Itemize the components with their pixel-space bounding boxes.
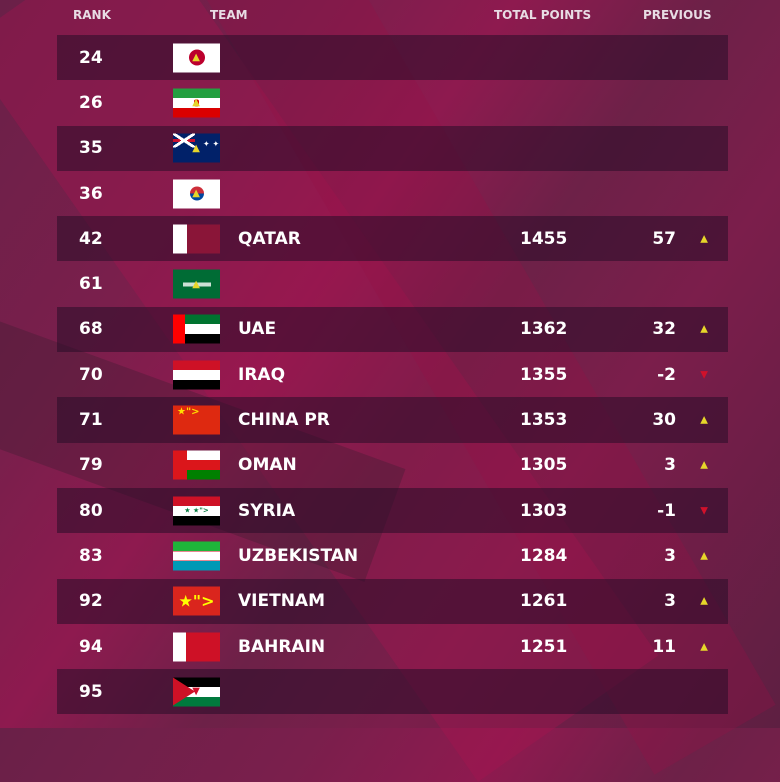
header-total-points: TOTAL POINTS [494,8,592,22]
jordan-flag-icon: JORDAN1245-7▼ [173,677,220,707]
rank: 24 [79,47,103,68]
table-row: 36 KOREA REPUBLIC147515▲ [57,171,728,216]
japan-flag-icon: JAPAN152920▲ [173,43,220,73]
total-points: 1455 [520,228,568,249]
bahrain-flag-icon [173,632,220,661]
previous-change: -1 [657,500,676,521]
rank: 92 [79,591,103,612]
rank: 83 [79,545,103,566]
rank: 70 [79,364,103,385]
rank: 80 [79,500,103,521]
syria-flag-icon: ★ ★"> [173,496,220,526]
total-points: 1355 [520,364,568,385]
trend-up-icon: ▲ [192,278,200,290]
trend-up-icon: ▲ [700,323,708,335]
rank: 26 [79,92,103,113]
header-rank: RANK [73,8,111,22]
rank: 42 [79,228,103,249]
header-previous: PREVIOUS [643,8,712,22]
vietnam-flag-icon: ★"> [173,586,220,616]
qatar-flag-icon [173,224,220,254]
trend-up-icon: ▲ [700,641,708,652]
trend-up-icon: ▲ [192,52,200,64]
table-row: 94 BAHRAIN 1251 11 ▲ [57,624,728,669]
previous-change: 3 [664,455,676,476]
table-row: 80 ★ ★"> SYRIA 1303 -1 ▼ [57,487,728,534]
team-name: UAE [238,319,277,340]
team-name: SYRIA [238,500,296,521]
table-row: 68 UAE 1362 32 ▲ [57,306,728,353]
table-row: 95 JORDAN1245-7▼ [57,669,728,715]
trend-up-icon: ▲ [700,233,708,245]
previous-change: -2 [657,364,676,385]
previous-change: 3 [664,545,676,566]
trend-up-icon: ▲ [192,142,200,154]
trend-up-icon: ▲ [700,459,708,471]
iran-flag-icon: IR IRAN152222▲ [173,88,220,118]
team-name: BAHRAIN [238,636,326,657]
table-header: RANK TEAM TOTAL POINTS PREVIOUS [0,8,780,26]
team-name: VIETNAM [238,591,325,612]
trend-up-icon: ▲ [700,550,708,562]
total-points: 1284 [520,545,568,566]
table-row: 24 JAPAN152920▲ [57,35,728,81]
rank: 61 [79,274,103,295]
total-points: 1362 [520,319,568,340]
rank: 68 [79,319,103,340]
table-row: 26 IR IRAN152222▲ [57,80,728,125]
table-row: 61 SAUDI ARABIA138622▲ [57,261,728,306]
rank: 95 [79,681,103,702]
table-row: 79 OMAN 1305 3 ▲ [57,443,728,488]
saudi-flag-icon: SAUDI ARABIA138622▲ [173,269,220,299]
team-name: QATAR [238,228,301,249]
rank: 79 [79,455,103,476]
iraq-flag-icon [173,360,220,390]
rank: 71 [79,410,103,431]
previous-change: 11 [652,636,676,657]
ranking-table: 24 JAPAN152920▲ 26 IR IRAN152222▲ 35 ✦ ✦AUSTR… [57,35,728,715]
table-row: 42 QATAR 1455 57 ▲ [57,216,728,262]
total-points: 1305 [520,455,568,476]
total-points: 1251 [520,636,568,657]
previous-change: 3 [664,591,676,612]
header-team: TEAM [210,8,248,22]
trend-down-icon: ▼ [192,686,200,698]
previous-change: 32 [652,319,676,340]
table-row: 71 ★"> CHINA PR 1353 30 ▲ [57,397,728,443]
uae-flag-icon [173,314,220,344]
team-name: UZBEKISTAN [238,545,359,566]
table-row: 70 IRAQ 1355 -2 ▼ [57,352,728,397]
trend-up-icon: ▲ [700,414,708,426]
table-row: 35 ✦ ✦AUSTRALIA147720▲ [57,125,728,171]
trend-up-icon: ▲ [192,188,200,200]
previous-change: 30 [652,410,676,431]
rank: 35 [79,138,103,159]
total-points: 1303 [520,500,568,521]
rank: 36 [79,183,103,204]
uzbekistan-flag-icon [173,541,220,571]
trend-down-icon: ▼ [700,369,708,381]
oman-flag-icon [173,450,220,480]
trend-up-icon: ▲ [192,97,200,109]
team-name: IRAQ [238,364,286,385]
team-name: CHINA PR [238,410,330,431]
table-row: 83 UZBEKISTAN 1284 3 ▲ [57,533,728,578]
total-points: 1261 [520,591,568,612]
china-flag-icon: ★"> [173,405,220,435]
total-points: 1353 [520,410,568,431]
rank: 94 [79,636,103,657]
table-row: 92 ★"> VIETNAM 1261 3 ▲ [57,578,728,624]
korea-flag-icon: KOREA REPUBLIC147515▲ [173,179,220,209]
australia-flag-icon: ✦ ✦AUSTRALIA147720▲ [173,133,220,163]
previous-change: 57 [652,228,676,249]
team-name: OMAN [238,455,297,476]
trend-up-icon: ▲ [700,595,708,607]
trend-down-icon: ▼ [700,505,708,517]
